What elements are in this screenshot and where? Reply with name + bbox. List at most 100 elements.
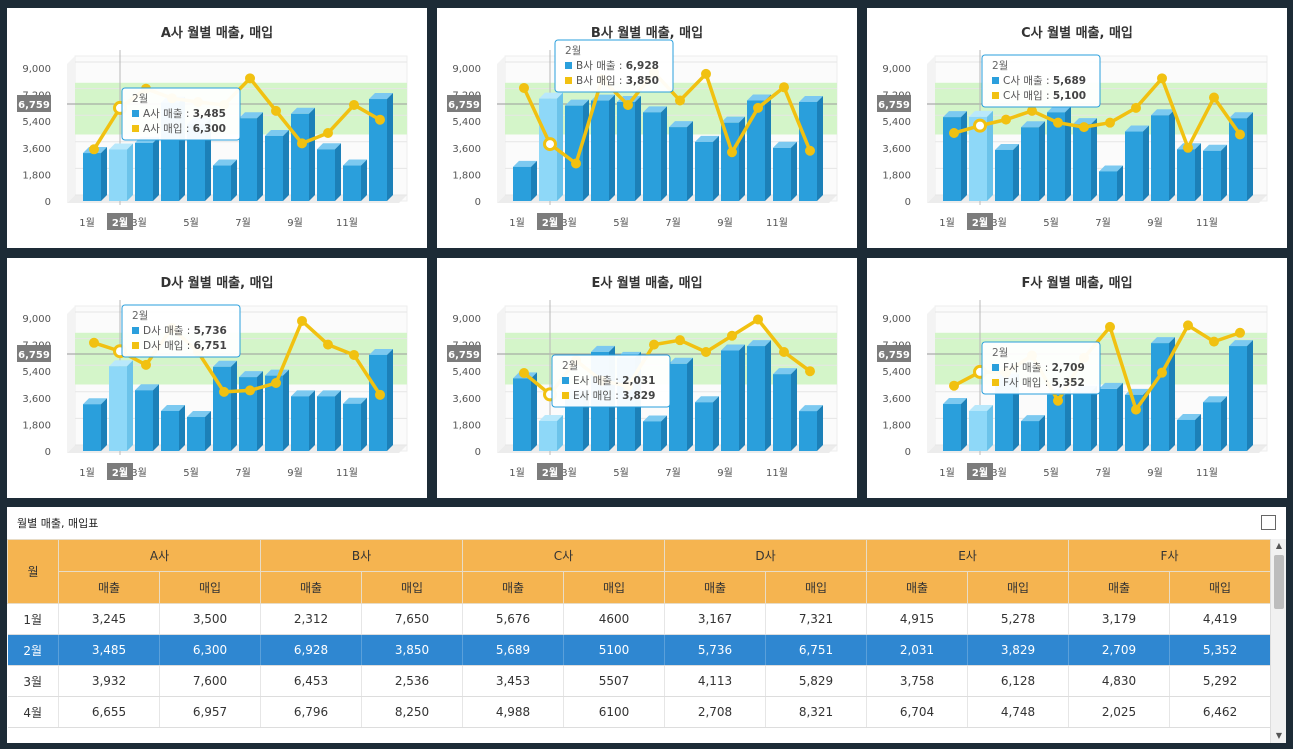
purchase-point[interactable] [949,380,959,391]
sales-bar[interactable] [747,94,771,201]
sales-bar[interactable] [135,136,159,201]
purchase-point[interactable] [271,378,281,389]
scroll-thumb[interactable] [1274,555,1284,609]
sales-bar[interactable] [1099,382,1123,451]
sales-bar[interactable] [669,357,693,451]
purchase-point[interactable] [949,128,959,139]
purchase-point[interactable] [1053,395,1063,406]
sales-bar[interactable] [1229,112,1253,201]
purchase-point[interactable] [245,73,255,84]
table-row[interactable]: 3월 3,932 7,600 6,453 2,536 3,453 5507 4,113 5,82… [7,665,1270,697]
scroll-down-icon[interactable]: ▼ [1275,731,1283,740]
sales-bar[interactable] [1177,143,1201,201]
purchase-point[interactable] [519,82,529,93]
sales-bar[interactable] [943,398,967,451]
chart-svg[interactable]: 01,8003,6005,4007,2009,0006,7591월3월5월7월9… [437,258,857,498]
sales-bar[interactable] [591,94,615,201]
sales-bar[interactable] [617,95,641,201]
sales-bar[interactable] [1203,144,1227,201]
purchase-point[interactable] [1105,321,1115,332]
sales-bar[interactable] [721,344,745,451]
sales-bar[interactable] [83,398,107,451]
purchase-point[interactable] [1053,117,1063,128]
purchase-point[interactable] [375,389,385,400]
purchase-point[interactable] [779,346,789,357]
purchase-point[interactable] [779,82,789,93]
sales-bar[interactable] [369,93,393,201]
sales-bar[interactable] [187,411,211,451]
sales-bar[interactable] [369,348,393,451]
purchase-point[interactable] [271,105,281,116]
sales-bar[interactable] [1099,165,1123,201]
purchase-point[interactable] [1001,114,1011,125]
sales-bar[interactable] [1073,118,1097,201]
sales-bar[interactable] [291,107,315,201]
sales-bar[interactable] [1047,106,1071,201]
sales-bar[interactable] [83,147,107,201]
purchase-point[interactable] [219,386,229,397]
purchase-point[interactable] [1235,327,1245,338]
sales-bar[interactable] [773,368,797,451]
sales-bar[interactable] [213,159,237,201]
table-row[interactable]: 4월 6,655 6,957 6,796 8,250 4,988 6100 2,708 8,32… [7,696,1270,728]
sales-bar[interactable] [969,110,993,201]
table-checkbox[interactable] [1261,515,1276,530]
sales-bar[interactable] [773,141,797,201]
purchase-point[interactable] [727,147,737,158]
purchase-point[interactable] [623,99,633,110]
purchase-point[interactable] [323,128,333,139]
purchase-point[interactable] [571,158,581,169]
sales-bar[interactable] [1151,109,1175,201]
sales-bar[interactable] [317,143,341,201]
purchase-point[interactable] [753,102,763,113]
sales-bar[interactable] [239,112,263,201]
purchase-point[interactable] [1027,105,1037,116]
sales-bar[interactable] [239,371,263,451]
purchase-point[interactable] [805,366,815,377]
sales-bar[interactable] [1021,121,1045,201]
purchase-point[interactable] [89,337,99,348]
purchase-point[interactable] [701,346,711,357]
purchase-point[interactable] [649,339,659,350]
sales-bar[interactable] [1021,415,1045,451]
sales-bar[interactable] [109,143,133,201]
table-row[interactable]: 1월 3,245 3,500 2,312 7,650 5,676 4600 3,167 7,32… [7,603,1270,635]
purchase-point[interactable] [349,99,359,110]
sales-bar[interactable] [669,121,693,201]
purchase-point[interactable] [675,95,685,106]
purchase-point[interactable] [1157,367,1167,378]
sales-bar[interactable] [695,396,719,451]
purchase-point[interactable] [675,335,685,346]
sales-bar[interactable] [995,143,1019,201]
sales-bar[interactable] [213,360,237,451]
purchase-point[interactable] [701,68,711,79]
sales-bar[interactable] [643,415,667,451]
chart-svg[interactable]: 01,8003,6005,4007,2009,0006,7591월3월5월7월9… [7,258,427,498]
purchase-point[interactable] [1157,73,1167,84]
sales-bar[interactable] [109,360,133,451]
purchase-point[interactable] [1131,102,1141,113]
sales-bar[interactable] [1125,388,1149,451]
sales-bar[interactable] [1229,340,1253,451]
sales-bar[interactable] [1177,413,1201,451]
purchase-point[interactable] [375,114,385,125]
chart-svg[interactable]: 01,8003,6005,4007,2009,0006,7591월3월5월7월9… [867,258,1287,498]
sales-bar[interactable] [969,404,993,451]
purchase-point[interactable] [1209,336,1219,347]
purchase-point[interactable] [1183,320,1193,331]
sales-bar[interactable] [513,372,537,451]
purchase-point[interactable] [1209,92,1219,103]
sales-bar[interactable] [265,129,289,201]
sales-bar[interactable] [643,106,667,201]
purchase-point[interactable] [89,144,99,155]
sales-bar[interactable] [1073,385,1097,451]
sales-bar[interactable] [343,159,367,201]
sales-bar[interactable] [943,111,967,201]
sales-bar[interactable] [799,405,823,451]
table-vertical-scrollbar[interactable]: ▲ ▼ [1270,539,1286,743]
purchase-point[interactable] [973,118,987,133]
purchase-point[interactable] [805,145,815,156]
purchase-point[interactable] [349,349,359,360]
chart-svg[interactable]: 01,8003,6005,4007,2009,0006,7591월3월5월7월9… [7,8,427,248]
purchase-point[interactable] [753,314,763,325]
